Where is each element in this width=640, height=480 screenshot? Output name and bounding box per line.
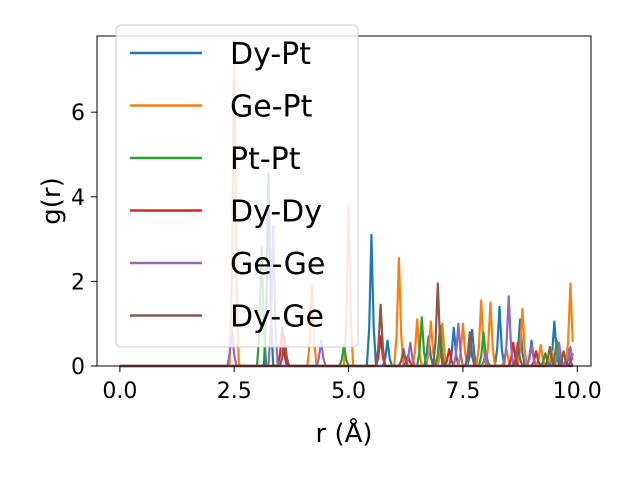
x-tick-label: 7.5 (445, 379, 480, 404)
legend-label: Dy-Dy (230, 195, 322, 230)
x-axis-label: r (Å) (315, 417, 372, 449)
y-axis: 0 2 4 6 (71, 101, 97, 380)
y-axis-label: g(r) (37, 177, 67, 224)
y-tick-label: 4 (71, 186, 85, 211)
legend: Dy-Pt Ge-Pt Pt-Pt Dy-Dy Ge-Ge Dy-Ge (115, 24, 359, 348)
x-tick-label: 10.0 (553, 379, 602, 404)
legend-label: Ge-Pt (230, 90, 313, 125)
x-tick-label: 0.0 (102, 379, 137, 404)
y-tick-label: 6 (71, 101, 85, 126)
legend-label: Pt-Pt (230, 142, 301, 177)
x-tick-label: 5.0 (331, 379, 366, 404)
x-axis: 0.0 2.5 5.0 7.5 10.0 (102, 366, 602, 404)
x-tick-label: 2.5 (217, 379, 252, 404)
legend-label: Dy-Ge (230, 300, 324, 335)
legend-label: Ge-Ge (230, 247, 325, 282)
y-tick-label: 0 (71, 355, 85, 380)
y-tick-label: 2 (71, 270, 85, 295)
legend-label: Dy-Pt (230, 37, 311, 72)
